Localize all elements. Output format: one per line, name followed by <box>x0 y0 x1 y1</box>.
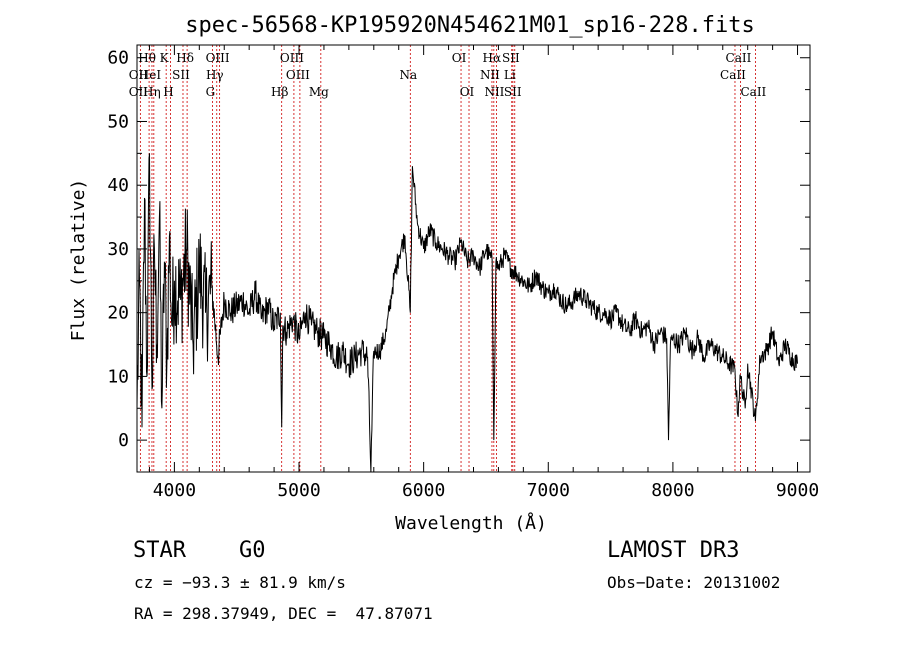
line-label: CaII <box>726 51 752 65</box>
line-label: NII <box>480 68 500 82</box>
line-label: CaII <box>740 85 766 99</box>
line-label: Li <box>504 68 516 82</box>
line-label: OIII <box>280 51 304 65</box>
line-label: Mg <box>309 85 329 99</box>
line-label: SII <box>502 51 520 65</box>
line-label: OI <box>460 85 475 99</box>
line-label: HeI <box>139 68 162 82</box>
y-axis-label: Flux (relative) <box>68 179 89 342</box>
line-label: G <box>206 85 216 99</box>
y-tick-label: 0 <box>118 430 129 451</box>
line-label: H <box>163 85 173 99</box>
x-tick-label: 9000 <box>776 480 819 501</box>
line-label: SII <box>504 85 522 99</box>
line-label: CaII <box>720 68 746 82</box>
x-axis-label: Wavelength (Å) <box>395 512 547 534</box>
line-label: OIII <box>206 51 230 65</box>
redshift-text: cz = −93.3 ± 81.9 km/s <box>134 573 346 592</box>
y-tick-label: 60 <box>107 48 129 69</box>
line-label: Hδ <box>176 51 194 65</box>
line-label: OIII <box>286 68 310 82</box>
object-class: STAR G0 <box>133 538 265 563</box>
line-label: Hβ <box>271 85 288 99</box>
x-tick-label: 8000 <box>651 480 694 501</box>
survey-label: LAMOST DR3 <box>607 538 740 563</box>
obs-date-text: Obs−Date: 20131002 <box>607 573 781 592</box>
line-label: Hθ <box>138 51 156 65</box>
y-axis: 0 10 20 30 40 50 60 <box>107 48 810 473</box>
coordinates-text: RA = 298.37949, DEC = 47.87071 <box>134 604 433 623</box>
spectrum-line <box>136 153 798 473</box>
y-tick-label: 30 <box>107 239 129 260</box>
x-tick-label: 4000 <box>153 480 196 501</box>
x-axis: 4000 5000 6000 7000 8000 9000 <box>148 45 819 501</box>
line-label: Na <box>399 68 417 82</box>
line-label: NII <box>484 85 504 99</box>
line-label: OI <box>452 51 467 65</box>
chart-title: spec-56568-KP195920N454621M01_sp16-228.f… <box>185 13 755 38</box>
y-tick-label: 20 <box>107 303 129 324</box>
y-tick-label: 50 <box>107 111 129 132</box>
x-tick-label: 6000 <box>402 480 445 501</box>
y-tick-label: 40 <box>107 175 129 196</box>
line-label: SII <box>172 68 190 82</box>
line-label: OII <box>129 68 149 82</box>
line-label: K <box>160 51 170 65</box>
line-label: OII <box>129 85 149 99</box>
line-label: Hη <box>143 85 161 99</box>
y-tick-label: 10 <box>107 366 129 387</box>
subclass-label: G0 <box>238 538 266 563</box>
x-tick-label: 5000 <box>277 480 320 501</box>
class-label: STAR <box>133 538 186 563</box>
line-label: Hα <box>483 51 502 65</box>
line-label: Hγ <box>206 68 224 82</box>
x-tick-label: 7000 <box>527 480 570 501</box>
